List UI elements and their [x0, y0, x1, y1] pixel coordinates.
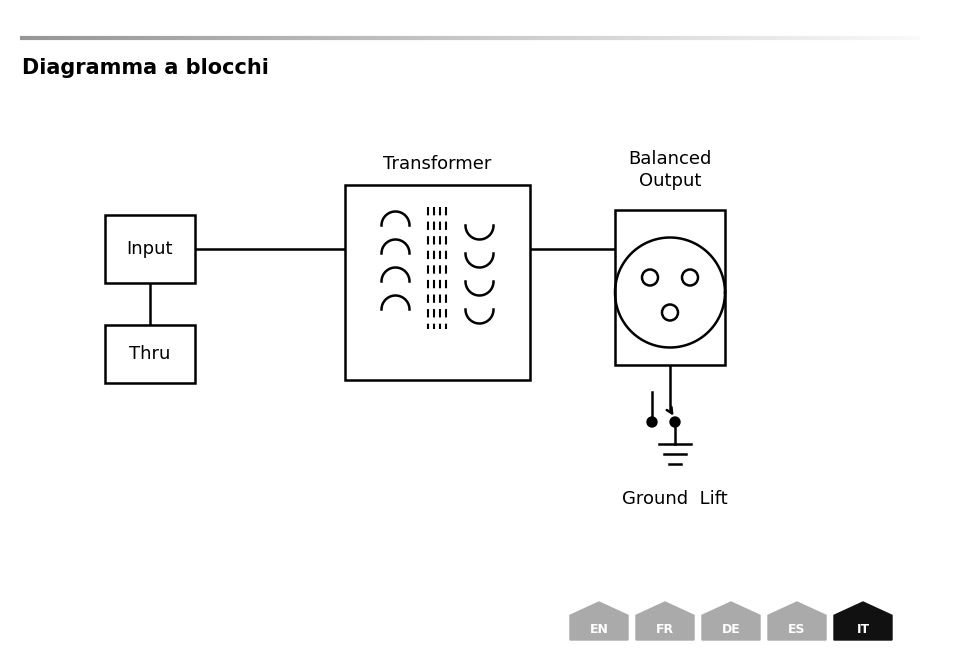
- Circle shape: [641, 269, 658, 286]
- Bar: [345, 185, 530, 380]
- Text: EN: EN: [589, 623, 608, 636]
- Circle shape: [661, 304, 678, 321]
- Text: ES: ES: [787, 623, 805, 636]
- Polygon shape: [767, 602, 825, 640]
- Circle shape: [646, 417, 657, 427]
- Polygon shape: [569, 602, 627, 640]
- Polygon shape: [833, 602, 891, 640]
- Text: Diagramma a blocchi: Diagramma a blocchi: [22, 58, 269, 78]
- Bar: [105, 215, 194, 283]
- Text: Ground  Lift: Ground Lift: [621, 490, 727, 508]
- Bar: [105, 325, 194, 383]
- Text: Balanced
Output: Balanced Output: [628, 150, 711, 190]
- Text: Transformer: Transformer: [383, 155, 491, 173]
- Polygon shape: [701, 602, 760, 640]
- Polygon shape: [636, 602, 693, 640]
- Text: Thru: Thru: [130, 345, 171, 363]
- Bar: [615, 210, 724, 365]
- Circle shape: [681, 269, 698, 286]
- Text: DE: DE: [720, 623, 740, 636]
- Text: FR: FR: [656, 623, 674, 636]
- Text: IT: IT: [856, 623, 868, 636]
- Circle shape: [669, 417, 679, 427]
- Text: Input: Input: [127, 240, 173, 258]
